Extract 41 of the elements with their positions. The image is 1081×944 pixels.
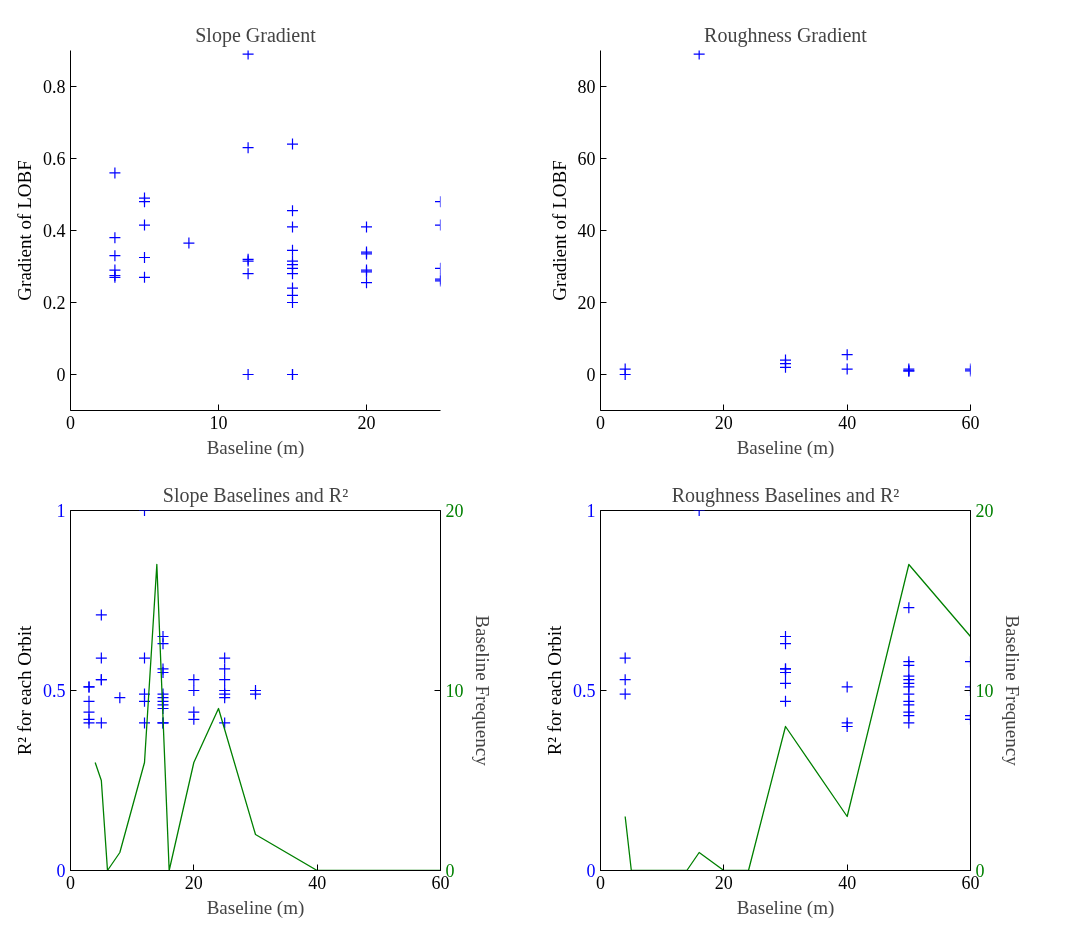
y2-tick-label: 10 [445, 681, 464, 701]
chart-title: Roughness Gradient [704, 23, 868, 47]
x-tick-label: 20 [714, 872, 733, 893]
chart-title: Roughness Baselines and R² [671, 483, 900, 507]
y2-axis-title: Baseline Frequency [471, 615, 493, 767]
y-tick-label: 0.2 [43, 293, 66, 313]
x-tick-label: 40 [838, 412, 857, 433]
y-tick-label: 80 [577, 77, 596, 97]
y-tick-label: 0 [56, 365, 66, 385]
y-tick-label: 0.6 [43, 149, 66, 169]
x-axis-title: Baseline (m) [736, 896, 835, 919]
y2-axis-title: Baseline Frequency [1001, 615, 1023, 767]
y2-tick-label: 20 [445, 501, 464, 521]
y2-tick-label: 10 [975, 681, 994, 701]
y-tick-label: 0.8 [43, 77, 66, 97]
x-tick-label: 10 [209, 412, 228, 433]
y-tick-label: 1 [586, 501, 596, 521]
chart-title: Slope Gradient [195, 23, 317, 47]
y-tick-label: 40 [577, 221, 596, 241]
x-tick-label: 40 [308, 872, 327, 893]
x-axis-title: Baseline (m) [206, 436, 305, 459]
y-axis-title: Gradient of LOBF [548, 160, 570, 301]
y-tick-label: 1 [56, 501, 66, 521]
y-tick-label: 0.5 [43, 681, 66, 701]
chart-title: Slope Baselines and R² [162, 483, 349, 507]
y-tick-label: 20 [577, 293, 596, 313]
y-axis-title: Gradient of LOBF [14, 160, 35, 301]
x-tick-label: 20 [714, 412, 733, 433]
y-tick-label: 0.4 [43, 221, 66, 241]
y-tick-label: 0 [586, 365, 596, 385]
x-tick-label: 40 [838, 872, 857, 893]
x-tick-label: 20 [357, 412, 376, 433]
x-axis-title: Baseline (m) [736, 436, 835, 459]
x-tick-label: 20 [184, 872, 203, 893]
y-axis-title: R² for each Orbit [544, 624, 565, 756]
y-tick-label: 0.5 [573, 681, 596, 701]
x-axis-title: Baseline (m) [206, 896, 305, 919]
y2-tick-label: 20 [975, 501, 994, 521]
y-axis-title: R² for each Orbit [14, 624, 35, 756]
y-tick-label: 60 [577, 149, 596, 169]
x-tick-label: 60 [961, 412, 980, 433]
